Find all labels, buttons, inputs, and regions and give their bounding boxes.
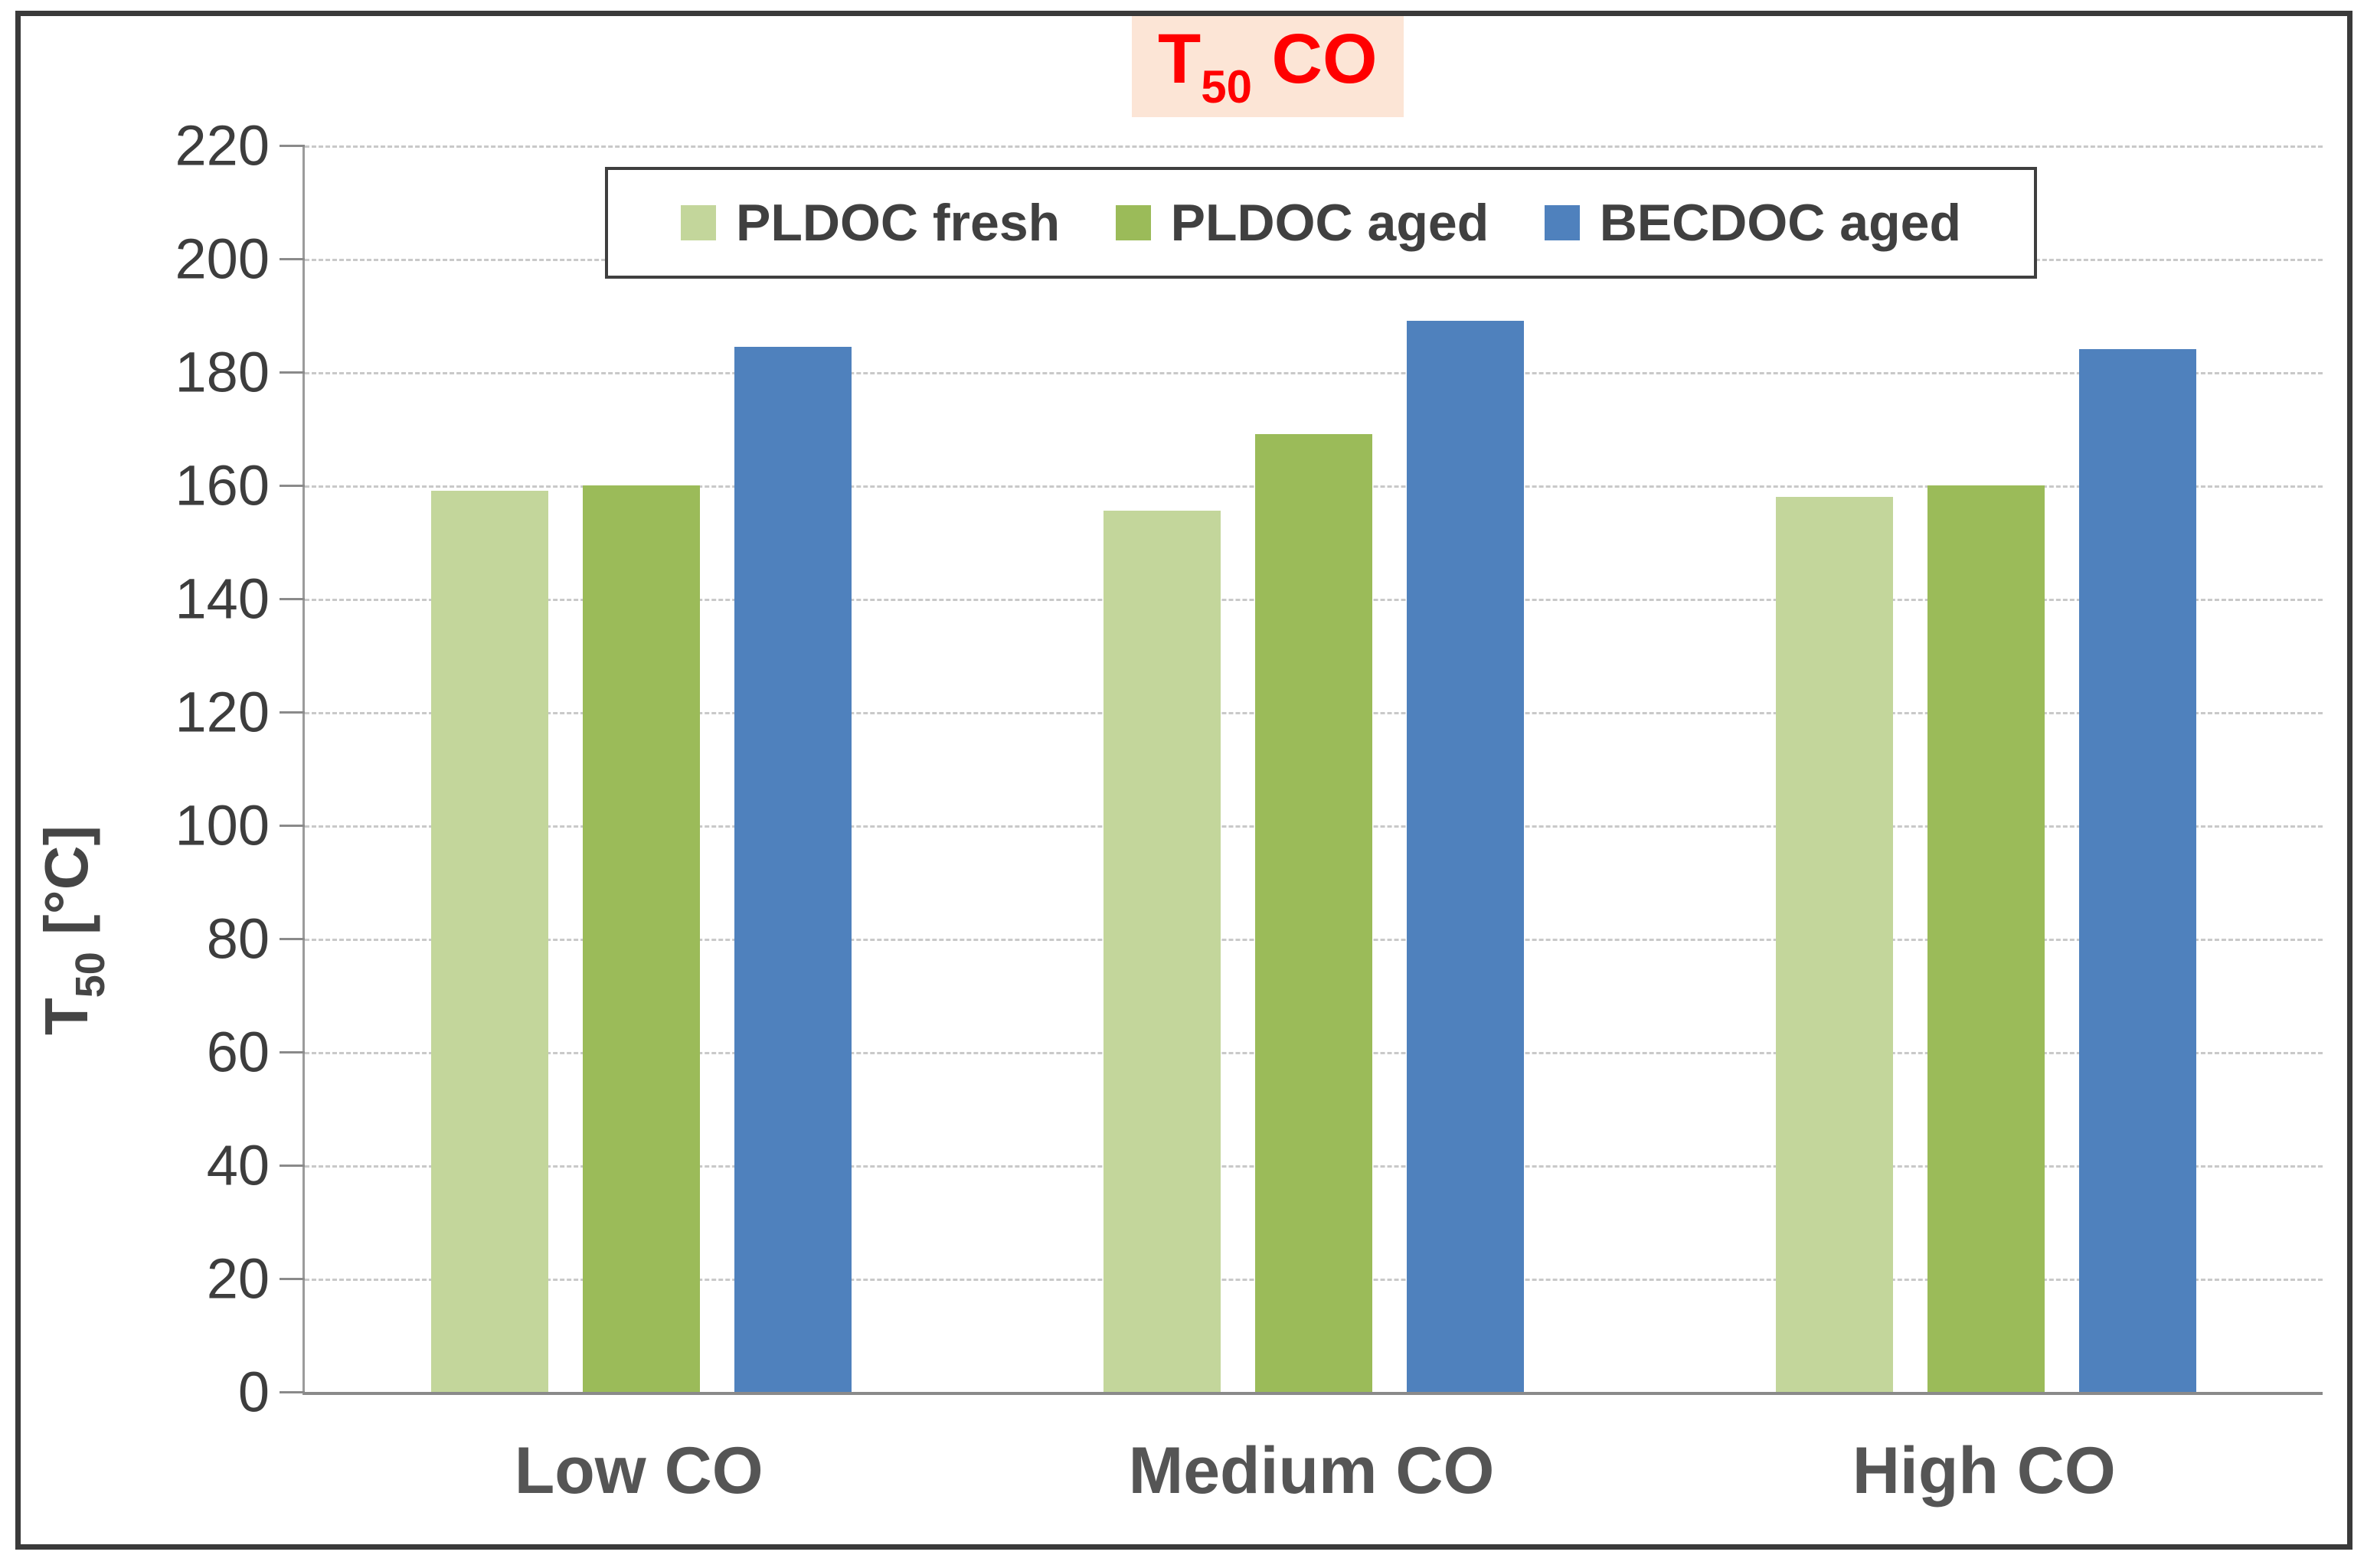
y-tick-mark-180: [280, 371, 305, 374]
bar-becdoc-aged-high-co: [2079, 349, 2197, 1392]
plot-area: [280, 145, 2323, 1395]
y-tick-mark-100: [280, 825, 305, 827]
y-tick-label-200: 200: [175, 227, 270, 291]
bar-pldoc-aged-high-co: [1927, 485, 2045, 1392]
y-tick-mark-80: [280, 938, 305, 940]
bar-becdoc-aged-low-co: [734, 347, 852, 1392]
legend-label: PLDOC aged: [1170, 194, 1489, 252]
y-tick-label-220: 220: [175, 113, 270, 178]
x-category-label-high-co: High CO: [1852, 1434, 2116, 1508]
y-tick-label-140: 140: [175, 567, 270, 631]
gridline-220: [305, 145, 2323, 148]
legend-item-becdoc-aged: BECDOC aged: [1544, 194, 1961, 252]
legend-swatch-icon: [1115, 205, 1151, 240]
legend-swatch-icon: [1544, 205, 1580, 240]
outer-frame: [15, 11, 2352, 1550]
x-axis-category-labels: Low CO Medium CO High CO: [302, 1433, 2320, 1509]
y-tick-label-20: 20: [206, 1246, 270, 1311]
y-tick-label-40: 40: [206, 1133, 270, 1197]
chart-title-suffix: CO: [1251, 19, 1378, 98]
y-tick-label-60: 60: [206, 1020, 270, 1084]
y-tick-label-100: 100: [175, 793, 270, 858]
y-tick-label-180: 180: [175, 340, 270, 404]
y-tick-mark-200: [280, 258, 305, 260]
chart-title-base: T: [1158, 19, 1202, 98]
chart-title-subscript: 50: [1201, 60, 1252, 113]
bar-pldoc-fresh-low-co: [430, 491, 548, 1392]
y-tick-label-0: 0: [237, 1360, 270, 1424]
gridline-180: [305, 372, 2323, 374]
x-category-label-low-co: Low CO: [514, 1434, 763, 1508]
y-tick-label-160: 160: [175, 453, 270, 518]
y-tick-mark-160: [280, 485, 305, 487]
y-tick-mark-0: [280, 1391, 305, 1393]
bar-series-container: [305, 145, 2323, 1392]
legend-label: PLDOC fresh: [736, 194, 1061, 252]
chart-title-box: T50 CO: [1132, 16, 1404, 117]
y-tick-mark-120: [280, 711, 305, 714]
y-tick-mark-60: [280, 1051, 305, 1054]
legend-item-pldoc-aged: PLDOC aged: [1115, 194, 1489, 252]
chart-title: T50 CO: [1158, 24, 1378, 110]
x-category-label-medium-co: Medium CO: [1128, 1434, 1495, 1508]
bar-becdoc-aged-medium-co: [1407, 321, 1524, 1392]
legend-label: BECDOC aged: [1599, 194, 1961, 252]
y-axis-tick-labels: 0 20 40 60 80 100 120 140 160 180 200 220: [0, 114, 270, 1424]
y-tick-mark-40: [280, 1165, 305, 1167]
bar-pldoc-aged-low-co: [582, 485, 700, 1392]
legend: PLDOC fresh PLDOC aged BECDOC aged: [605, 167, 2037, 279]
bar-pldoc-aged-medium-co: [1255, 434, 1372, 1392]
legend-item-pldoc-fresh: PLDOC fresh: [681, 197, 1060, 249]
legend-swatch-icon: [681, 205, 716, 240]
y-tick-mark-220: [280, 145, 305, 147]
y-tick-label-80: 80: [206, 906, 270, 971]
y-tick-mark-20: [280, 1278, 305, 1280]
y-tick-label-120: 120: [175, 680, 270, 744]
bar-pldoc-fresh-high-co: [1776, 497, 1894, 1392]
bar-pldoc-fresh-medium-co: [1103, 511, 1221, 1392]
y-tick-mark-140: [280, 598, 305, 600]
